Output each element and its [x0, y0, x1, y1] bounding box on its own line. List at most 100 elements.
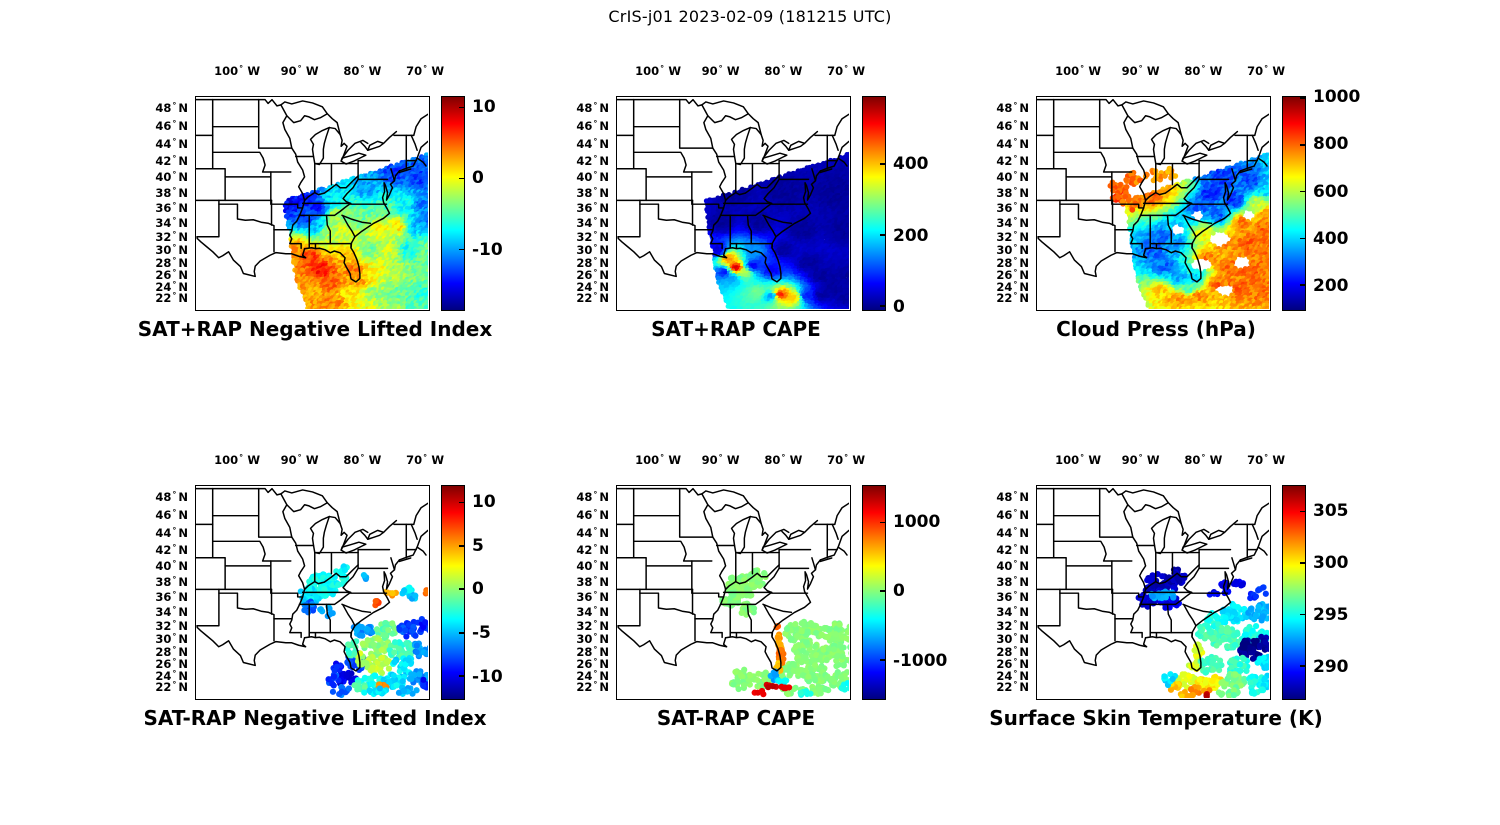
lat-tick-label: 44° N — [576, 136, 609, 151]
state-boundary-line — [308, 603, 332, 638]
degree-symbol: ° — [1201, 64, 1206, 73]
lat-tick-label: 28° N — [576, 645, 609, 659]
longitude-axis: 100° W 90° W 80° W 70° W — [195, 453, 444, 473]
state-boundary-line — [1037, 134, 1067, 202]
degree-symbol: ° — [423, 453, 428, 462]
lat-tick-label: 38° N — [996, 574, 1029, 589]
state-boundary-line — [617, 134, 647, 202]
lat-tick-label: 38° N — [576, 185, 609, 200]
degree-symbol: ° — [593, 508, 598, 518]
degree-symbol: ° — [1013, 229, 1018, 239]
colorbar-tick-mark — [1300, 143, 1305, 146]
state-boundary-line — [746, 214, 773, 248]
colorbar-tick-mark — [459, 675, 464, 677]
us-state-boundaries-map — [617, 98, 849, 283]
state-boundary-line — [1059, 171, 1114, 205]
latitude-axis: 48° N 46° N 44° N 42° N 40° N 38° N 36° N 34° N 32° N 30° N… — [961, 96, 1031, 311]
degree-symbol: ° — [593, 201, 598, 211]
lon-tick-label: 70° W — [406, 453, 445, 467]
colorbar-tick-label: 5 — [472, 535, 484, 556]
colorbar-tick-label: 10 — [472, 96, 496, 117]
colorbar-tick-label: 295 — [1313, 604, 1349, 625]
state-boundary-line — [819, 157, 839, 172]
state-boundary-line — [303, 175, 359, 202]
degree-symbol: ° — [593, 525, 598, 535]
state-boundary-line — [639, 203, 696, 253]
colorbar-tick-label: 290 — [1313, 656, 1349, 677]
colorbar-tick-mark — [880, 590, 885, 593]
state-boundary-line — [398, 157, 418, 172]
colorbar-tick-labels: 10 0 -10 — [472, 96, 532, 311]
map-frame — [1036, 96, 1271, 311]
state-boundary-line — [1257, 140, 1269, 167]
state-boundary-line — [1239, 168, 1253, 174]
state-boundary-line — [1052, 540, 1133, 562]
state-boundary-line — [724, 564, 780, 591]
degree-symbol: ° — [593, 559, 598, 569]
state-boundary-line — [1166, 603, 1193, 637]
lat-tick-label: 46° N — [576, 508, 609, 523]
map-panel: 100° W 90° W 80° W 70° W 48° N 46° N 44° N 42° N 40… — [961, 443, 1361, 743]
state-boundary-line — [819, 557, 833, 563]
state-boundary-line — [1166, 214, 1193, 248]
degree-symbol: ° — [1138, 453, 1143, 462]
lat-tick-label: 40° N — [576, 170, 609, 185]
colorbar-gradient — [1283, 486, 1305, 699]
degree-symbol: ° — [844, 64, 849, 73]
degree-symbol: ° — [172, 291, 177, 301]
state-boundary-line — [218, 560, 273, 594]
colorbar-tick-mark — [459, 501, 464, 504]
state-boundary-line — [280, 489, 329, 513]
degree-symbol: ° — [718, 64, 723, 73]
state-boundary-line — [350, 170, 401, 249]
state-boundary-line — [1059, 203, 1116, 253]
degree-symbol: ° — [1013, 632, 1018, 642]
state-boundary-line — [398, 546, 418, 561]
map-panel: 100° W 90° W 80° W 70° W 48° N 46° N 44° N 42° N 40… — [120, 443, 520, 743]
state-boundary-line — [1257, 529, 1269, 556]
state-boundary-line — [390, 134, 418, 182]
state-boundary-line — [342, 604, 356, 627]
degree-symbol: ° — [593, 490, 598, 500]
colorbar-tick-mark — [1300, 562, 1305, 564]
state-boundary-line — [301, 202, 388, 205]
lat-tick-label: 22° N — [576, 291, 609, 306]
lat-tick-label: 30° N — [155, 632, 188, 647]
lat-tick-label: 46° N — [155, 508, 188, 523]
lat-tick-label: 38° N — [155, 185, 188, 200]
state-boundary-line — [819, 168, 833, 174]
state-boundary-line — [1150, 515, 1172, 555]
lat-tick-label: 48° N — [996, 490, 1029, 505]
lat-tick-label: 36° N — [996, 590, 1029, 605]
state-boundary-line — [1198, 159, 1232, 181]
state-boundary-line — [617, 199, 641, 240]
lat-tick-label: 42° N — [155, 542, 188, 557]
colorbar-tick-mark — [1300, 284, 1305, 286]
degree-symbol: ° — [593, 590, 598, 600]
lat-tick-label: 48° N — [576, 490, 609, 505]
lat-tick-label: 24° N — [155, 280, 188, 294]
state-boundary-line — [1111, 199, 1145, 231]
colorbar-tick-mark — [880, 305, 885, 308]
degree-symbol: ° — [1013, 525, 1018, 535]
degree-symbol: ° — [1013, 119, 1018, 129]
degree-symbol: ° — [1013, 291, 1018, 301]
state-boundary-line — [1201, 530, 1210, 540]
lat-tick-label: 32° N — [155, 618, 188, 633]
lat-tick-label: 46° N — [155, 119, 188, 134]
lat-tick-label: 32° N — [996, 618, 1029, 633]
colorbar — [862, 96, 886, 311]
state-boundary-line — [196, 134, 226, 202]
state-boundary-line — [747, 113, 762, 136]
colorbar-tick-label: 800 — [1313, 134, 1349, 155]
lat-tick-label: 36° N — [576, 201, 609, 216]
state-boundary-line — [357, 548, 391, 570]
colorbar-tick-labels: 1000 800 600 400 200 — [1313, 87, 1373, 311]
lat-tick-label: 26° N — [576, 657, 609, 672]
degree-symbol: ° — [297, 64, 302, 73]
state-boundary-line — [763, 178, 780, 205]
state-boundary-line — [1130, 147, 1147, 250]
state-boundary-line — [703, 114, 714, 149]
map-frame — [195, 96, 430, 311]
